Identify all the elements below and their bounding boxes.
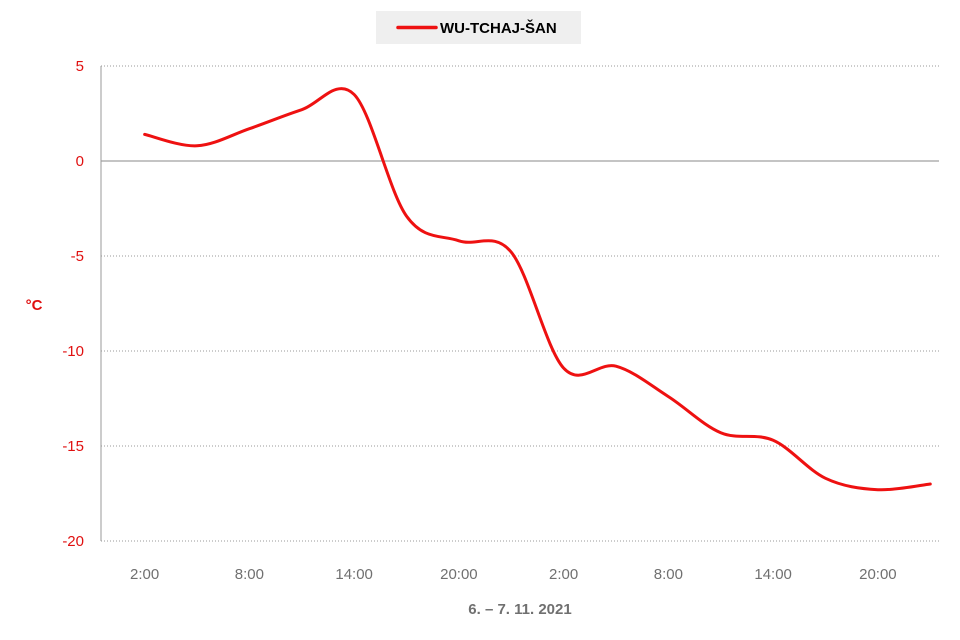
x-tick-label: 14:00 — [335, 566, 373, 583]
x-tick-label: 2:00 — [130, 566, 159, 583]
y-tick-label: 5 — [76, 58, 84, 75]
x-tick-label: 2:00 — [549, 566, 578, 583]
legend: WU-TCHAJ-ŠAN — [376, 11, 581, 44]
legend-label: WU-TCHAJ-ŠAN — [440, 19, 557, 37]
y-tick-label: -10 — [62, 343, 84, 360]
x-tick-label: 14:00 — [754, 566, 792, 583]
y-tick-label: -20 — [62, 533, 84, 550]
y-axis-ticks: 5 0 -5 -10 -15 -20 — [62, 58, 84, 550]
x-axis-label: 6. – 7. 11. 2021 — [468, 601, 571, 618]
y-tick-label: 0 — [76, 153, 84, 170]
x-tick-label: 20:00 — [859, 566, 897, 583]
x-axis-ticks: 2:00 8:00 14:00 20:00 2:00 8:00 14:00 20:00 — [130, 566, 897, 583]
y-axis-label: °C — [26, 297, 43, 314]
x-tick-label: 8:00 — [654, 566, 683, 583]
y-tick-label: -15 — [62, 438, 84, 455]
series-line-wu-tchaj-san — [143, 87, 932, 492]
y-tick-label: -5 — [71, 248, 84, 265]
x-tick-label: 20:00 — [440, 566, 478, 583]
gridlines — [100, 65, 939, 542]
x-tick-label: 8:00 — [235, 566, 264, 583]
